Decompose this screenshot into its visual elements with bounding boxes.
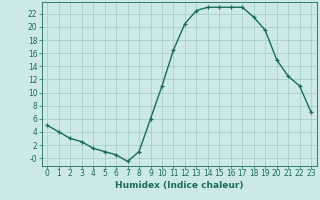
- X-axis label: Humidex (Indice chaleur): Humidex (Indice chaleur): [115, 181, 244, 190]
